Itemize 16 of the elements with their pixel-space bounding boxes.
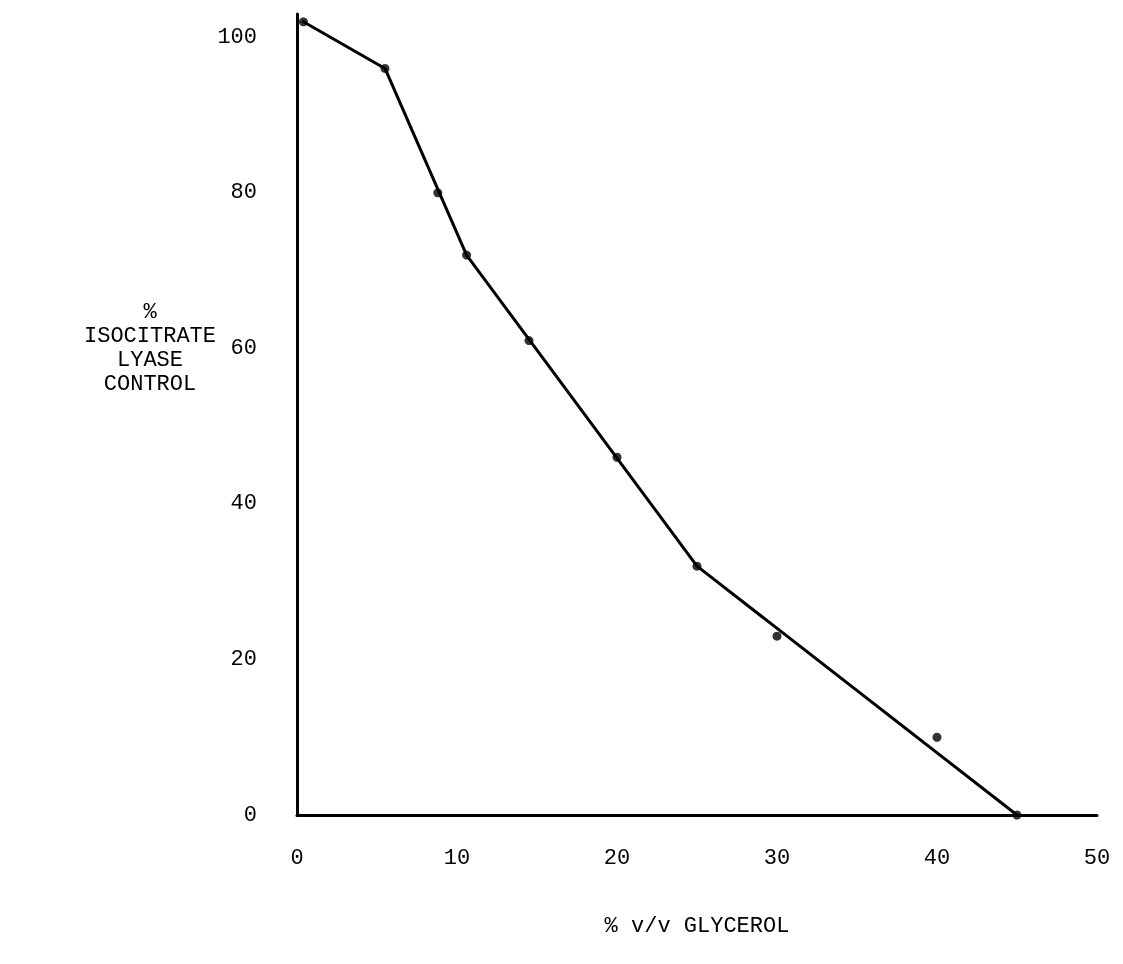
point (772, 631, 782, 641)
y-tick-label: 0 (243, 802, 257, 828)
y-tick-label: 100 (217, 24, 257, 50)
x-tick-label: 10 (443, 845, 471, 871)
x-tick-label: 30 (763, 845, 791, 871)
y-tick-label: 20 (230, 646, 257, 672)
y-axis-title: % ISOCITRATE LYASE CONTROL (83, 299, 217, 397)
y-tick-label: 40 (230, 491, 257, 517)
y-tick-label: 80 (230, 180, 257, 206)
point (932, 732, 942, 742)
x-axis-title: % v/v GLYCEROL (604, 913, 790, 939)
x-tick-label: 0 (290, 845, 304, 871)
y-tick-label: 60 (230, 335, 257, 361)
x-tick-label: 50 (1083, 845, 1111, 871)
x-tick-label: 20 (603, 845, 631, 871)
x-tick-label: 40 (923, 845, 951, 871)
